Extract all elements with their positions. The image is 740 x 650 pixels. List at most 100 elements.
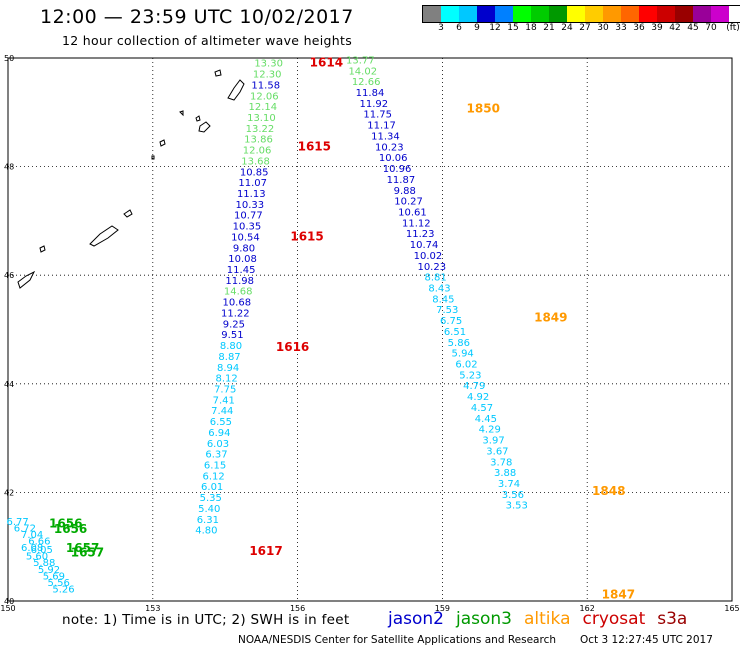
pass-time-label: 1657	[71, 545, 104, 559]
wave-height-reading: 11.87	[387, 175, 416, 186]
legend-item-jason3: jason3	[456, 609, 512, 629]
wave-height-reading: 11.84	[356, 88, 385, 99]
wave-height-reading: 7.44	[211, 406, 233, 417]
pass-time-label: 1617	[249, 544, 282, 558]
wave-height-reading: 4.29	[479, 425, 501, 436]
wave-height-reading: 10.96	[383, 164, 412, 175]
wave-height-reading: 10.35	[233, 222, 262, 233]
footer-note: note: 1) Time is in UTC; 2) SWH is in fe…	[62, 612, 350, 628]
legend-item-s3a: s3a	[657, 609, 688, 629]
wave-height-reading: 10.68	[222, 298, 251, 309]
pass-time-label: 1616	[276, 340, 309, 354]
coastline-island	[123, 209, 133, 218]
color-scale-label: 30	[597, 23, 609, 33]
wave-height-reading: 6.37	[205, 450, 227, 461]
color-swatch	[567, 6, 585, 22]
lon-tick-label: 162	[580, 604, 595, 613]
wave-height-reading: 6.72	[14, 523, 36, 534]
wave-height-reading: 3.53	[506, 501, 528, 512]
wave-height-reading: 12.66	[352, 77, 381, 88]
wave-height-reading: 7.75	[214, 384, 236, 395]
color-scale-label: 27	[579, 23, 591, 33]
pass-time-label: 1657	[66, 541, 99, 555]
color-scale-label: 6	[456, 23, 462, 33]
color-scale-label: 9	[474, 23, 480, 33]
color-scale-label: 15	[507, 23, 519, 33]
wave-height-reading: 6.05	[31, 545, 53, 556]
legend-item-cryosat: cryosat	[582, 609, 646, 629]
pass-time-label: 1847	[602, 587, 635, 601]
coastline-island	[195, 115, 201, 122]
wave-height-reading: 11.12	[402, 218, 431, 229]
color-scale-label: 39	[651, 23, 663, 33]
wave-height-reading: 8.94	[217, 363, 239, 374]
color-scale-label: (ft)	[726, 23, 740, 33]
coastline-island	[39, 245, 46, 253]
wave-height-reading: 13.86	[244, 135, 273, 146]
color-swatch	[549, 6, 567, 22]
color-swatch	[441, 6, 459, 22]
wave-height-reading: 8.87	[218, 352, 240, 363]
wave-height-reading: 11.92	[360, 99, 389, 110]
lat-tick-label: 40	[4, 597, 14, 606]
wave-height-reading: 11.17	[367, 121, 396, 132]
map-frame	[7, 57, 733, 602]
wave-height-reading: 12.14	[249, 102, 278, 113]
wave-height-reading: 10.23	[375, 142, 404, 153]
pass-time-label: 1656	[54, 522, 87, 536]
wave-height-reading: 12.06	[250, 91, 279, 102]
wave-height-reading: 7.04	[21, 530, 43, 541]
color-scale-label: 45	[687, 23, 699, 33]
color-swatch	[477, 6, 495, 22]
wave-height-reading: 8.12	[216, 374, 238, 385]
coastline-island	[214, 69, 222, 77]
wave-height-reading: 10.27	[394, 197, 423, 208]
wave-height-reading: 8.45	[432, 294, 454, 305]
color-swatch	[711, 6, 729, 22]
color-swatch	[621, 6, 639, 22]
wave-height-reading: 6.55	[210, 417, 232, 428]
wave-height-reading: 6.51	[444, 327, 466, 338]
wave-height-reading: 11.22	[221, 308, 250, 319]
wave-height-reading: 3.56	[502, 490, 524, 501]
color-scale-label: 70	[705, 23, 717, 33]
wave-height-reading: 8.80	[220, 341, 242, 352]
wave-height-reading: 5.56	[48, 578, 70, 589]
coastline-island	[159, 139, 166, 147]
coastline-island	[179, 110, 184, 117]
wave-height-reading: 6.75	[440, 316, 462, 327]
wave-height-reading: 7.41	[213, 395, 235, 406]
legend-item-altika: altika	[524, 609, 571, 629]
wave-height-reading: 4.57	[471, 403, 493, 414]
color-swatch	[639, 6, 657, 22]
credit-text: NOAA/NESDIS Center for Satellite Applica…	[238, 634, 556, 646]
page-title: 12:00 — 23:59 UTC 10/02/2017	[40, 6, 354, 28]
wave-height-reading: 11.13	[237, 189, 266, 200]
pass-time-label: 1656	[49, 517, 82, 531]
color-swatch	[459, 6, 477, 22]
color-scale-label: 12	[489, 23, 501, 33]
pass-time-label: 1614	[310, 56, 343, 70]
wave-height-reading: 6.77	[7, 517, 29, 528]
wave-height-reading: 14.02	[348, 66, 377, 77]
wave-height-reading: 10.74	[410, 240, 439, 251]
wave-height-reading: 6.01	[201, 482, 223, 493]
coastline-island	[89, 225, 119, 247]
wave-height-reading: 13.68	[241, 156, 270, 167]
color-swatch	[603, 6, 621, 22]
wave-height-reading: 3.88	[494, 468, 516, 479]
wave-height-reading: 6.66	[28, 537, 50, 548]
wave-height-reading: 5.40	[198, 504, 220, 515]
color-scale-bar	[422, 5, 740, 23]
wave-height-reading: 5.86	[448, 338, 470, 349]
wave-height-reading: 6.03	[207, 439, 229, 450]
legend-item-jason2: jason2	[388, 609, 444, 629]
color-scale-label: 24	[561, 23, 573, 33]
wave-height-reading: 10.08	[228, 254, 257, 265]
wave-height-reading: 3.74	[498, 479, 520, 490]
wave-height-reading: 6.94	[208, 428, 230, 439]
color-swatch	[585, 6, 603, 22]
lon-tick-label: 165	[724, 604, 739, 613]
color-scale-label: 3	[438, 23, 444, 33]
